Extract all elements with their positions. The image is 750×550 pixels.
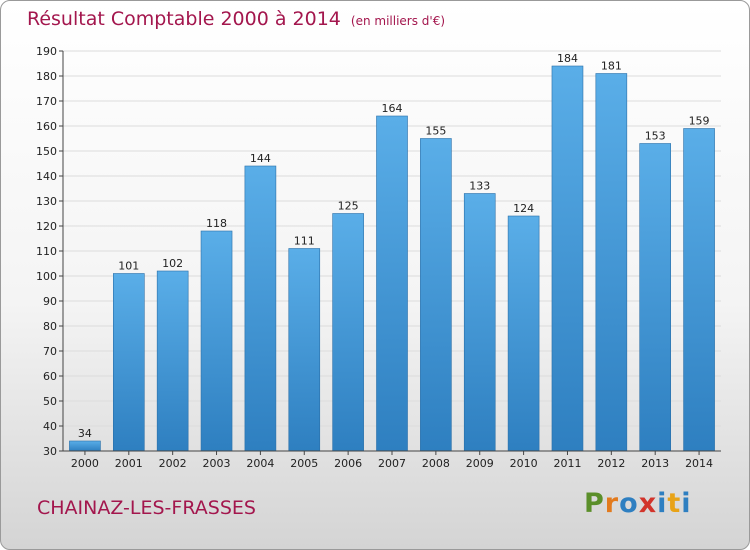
- bar: [507, 215, 540, 452]
- data-label: 153: [645, 130, 666, 143]
- data-label: 102: [162, 257, 183, 270]
- logo-letter: r: [604, 488, 620, 519]
- x-tick-label: 2005: [290, 457, 318, 470]
- y-tick-label: 60: [43, 370, 57, 383]
- bar: [200, 230, 233, 452]
- bar: [683, 128, 715, 452]
- y-tick-label: 170: [36, 95, 57, 108]
- bar: [420, 138, 452, 452]
- bar: [551, 65, 584, 452]
- x-tick-label: 2008: [422, 457, 450, 470]
- data-label: 133: [469, 180, 490, 193]
- data-label: 118: [206, 217, 227, 230]
- y-tick-label: 190: [36, 45, 57, 58]
- logo-letter: t: [667, 488, 682, 519]
- axes: 30 40 50 60 70 80 90 100 110 120 130 140 150 160 170 18…: [36, 45, 721, 470]
- logo-letter: o: [619, 488, 639, 519]
- chart-title-text: Résultat Comptable 2000 à 2014: [27, 8, 341, 30]
- x-tick-label: 2004: [246, 457, 274, 470]
- x-tick-label: 2002: [159, 457, 187, 470]
- x-tick-label: 2013: [641, 457, 669, 470]
- data-label: 124: [513, 202, 534, 215]
- data-label: 164: [382, 102, 403, 115]
- x-tick-label: 2009: [466, 457, 494, 470]
- chart-title: Résultat Comptable 2000 à 2014 (en millie…: [27, 8, 445, 30]
- x-tick-label: 2003: [203, 457, 231, 470]
- data-label: 34: [78, 427, 92, 440]
- y-tick-label: 40: [43, 420, 57, 433]
- y-tick-label: 130: [36, 195, 57, 208]
- y-tick-label: 110: [36, 245, 57, 258]
- y-tick-label: 120: [36, 220, 57, 233]
- y-tick-label: 70: [43, 345, 57, 358]
- y-tick-label: 90: [43, 295, 57, 308]
- bar: [376, 115, 408, 452]
- y-tick-label: 30: [43, 445, 57, 458]
- x-tick-label: 2012: [597, 457, 625, 470]
- data-label: 159: [689, 115, 710, 128]
- bar: [463, 193, 496, 452]
- y-tick-label: 50: [43, 395, 57, 408]
- x-tick-label: 2011: [553, 457, 581, 470]
- bars: 34 101 102 118 144 111 125 164 155 133 124 184 181 15…: [69, 52, 715, 452]
- logo-letter: P: [584, 488, 605, 519]
- commune-name: CHAINAZ-LES-FRASSES: [37, 497, 256, 519]
- logo-letter: i: [657, 488, 668, 519]
- bar: [69, 440, 101, 452]
- x-tick-label: 2006: [334, 457, 362, 470]
- proxiti-logo[interactable]: Proxiti: [584, 488, 692, 519]
- logo-letter: i: [681, 488, 692, 519]
- data-label: 111: [294, 235, 315, 248]
- y-tick-label: 80: [43, 320, 57, 333]
- bar: [288, 248, 321, 452]
- bar: [156, 270, 189, 452]
- y-tick-label: 180: [36, 70, 57, 83]
- x-tick-label: 2001: [115, 457, 143, 470]
- data-label: 101: [118, 260, 139, 273]
- chart-unit: (en milliers d'€): [350, 14, 446, 28]
- y-tick-label: 100: [36, 270, 57, 283]
- data-label: 181: [601, 60, 622, 73]
- bar: [113, 273, 145, 452]
- y-tick-label: 140: [36, 170, 57, 183]
- bar: [244, 165, 277, 452]
- logo-letter: x: [638, 488, 658, 519]
- data-label: 184: [557, 52, 578, 65]
- y-tick-label: 150: [36, 145, 57, 158]
- x-tick-label: 2000: [71, 457, 99, 470]
- x-tick-label: 2014: [685, 457, 713, 470]
- data-label: 155: [425, 125, 446, 138]
- data-label: 125: [338, 200, 359, 213]
- bar: [595, 73, 628, 452]
- data-label: 144: [250, 152, 271, 165]
- bar: [332, 213, 364, 452]
- x-tick-label: 2007: [378, 457, 406, 470]
- x-tick-label: 2010: [510, 457, 538, 470]
- y-tick-label: 160: [36, 120, 57, 133]
- bar: [639, 143, 672, 452]
